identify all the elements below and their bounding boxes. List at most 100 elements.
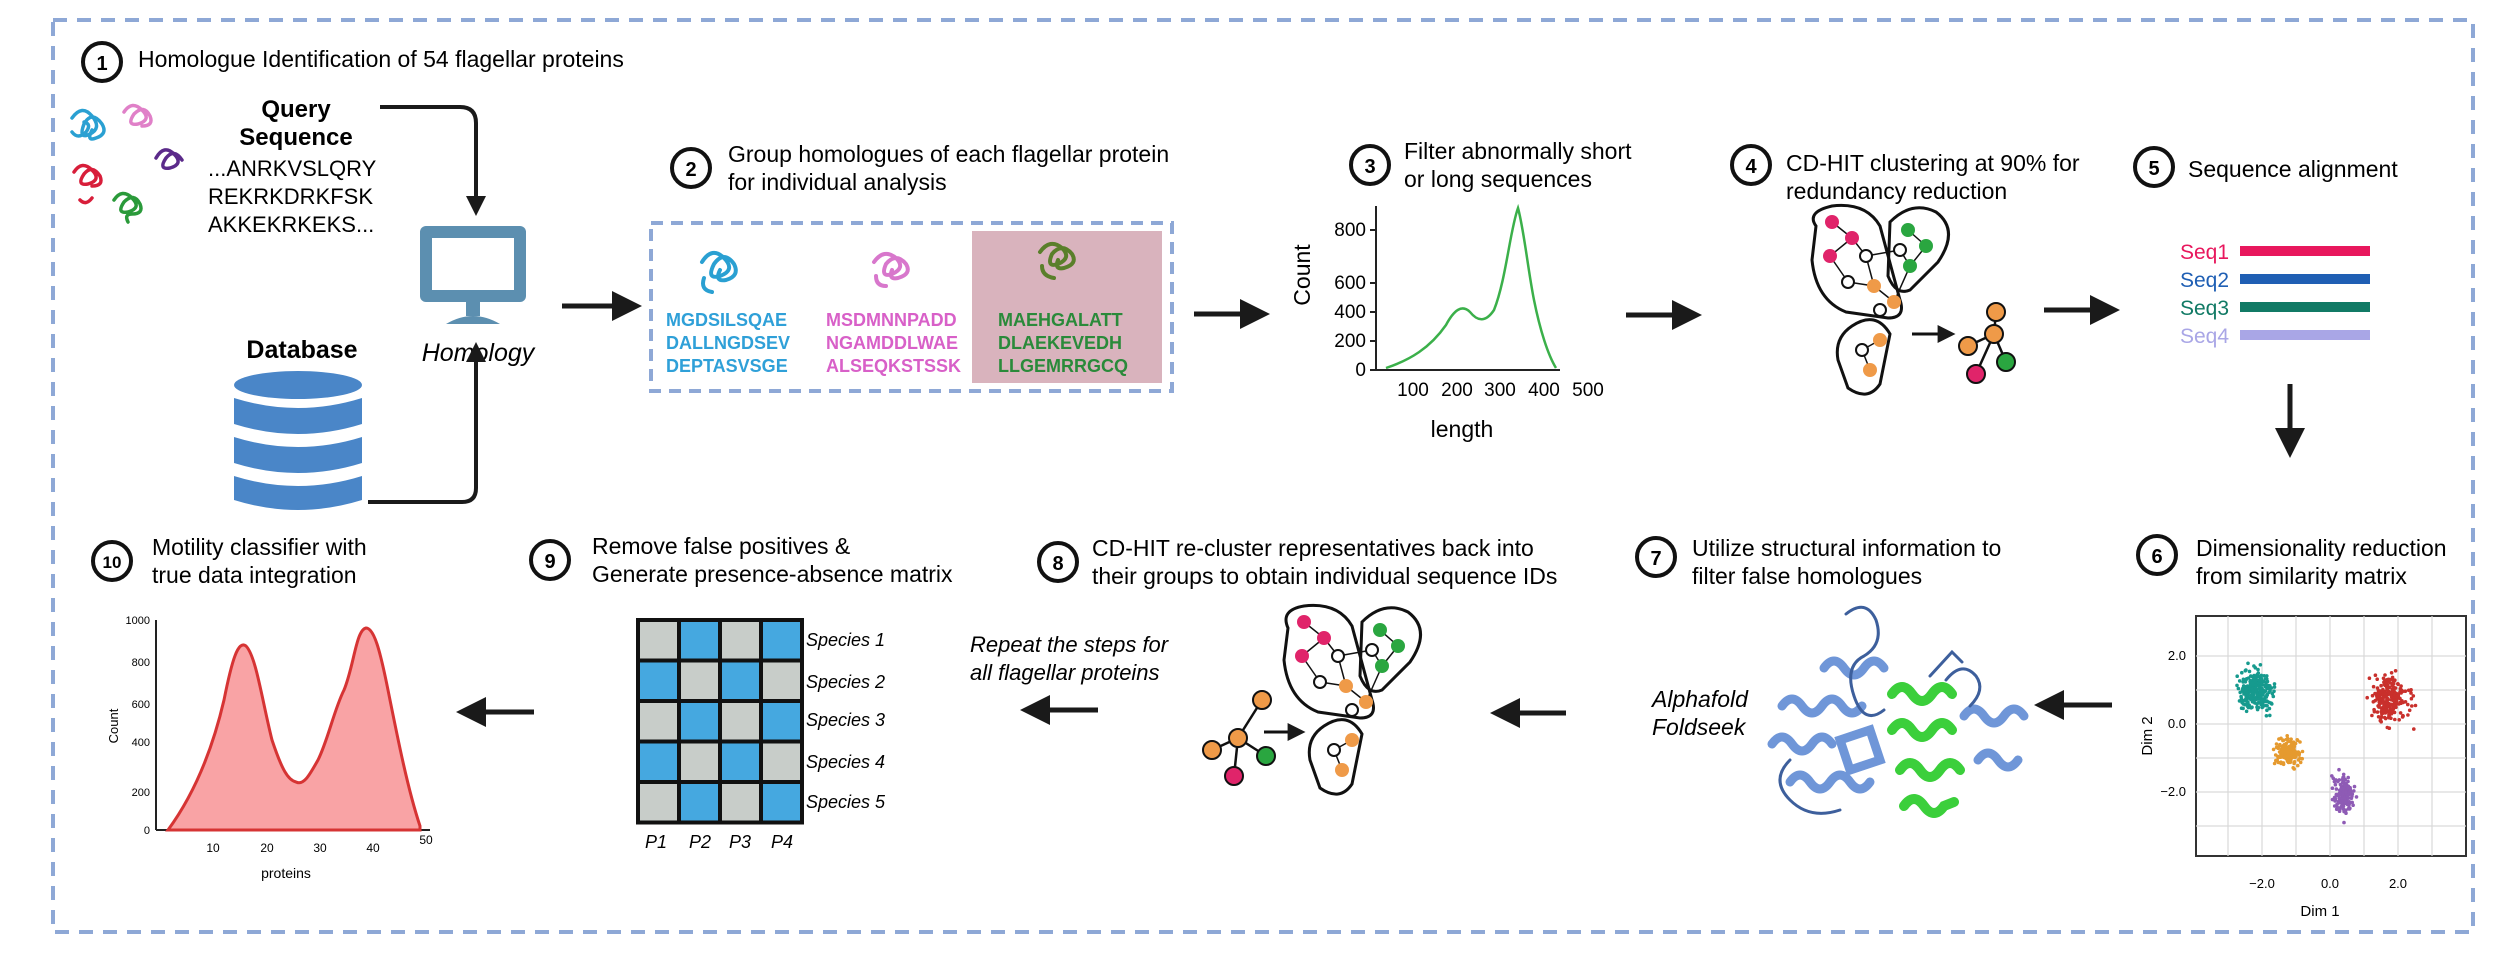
- step-number-badge: [670, 147, 712, 189]
- scatter-point: [2333, 782, 2338, 787]
- group-sequence-line: NGAMDDLWAE: [826, 333, 958, 353]
- scatter-point: [2342, 796, 2347, 800]
- scatter-point: [2398, 711, 2403, 715]
- x-tick-label: 300: [1484, 380, 1516, 401]
- scatter-point: [2371, 700, 2376, 704]
- scatter-point: [2388, 710, 2393, 715]
- scatter-point: [2246, 661, 2250, 666]
- scatter-point: [2257, 697, 2261, 701]
- step-title: Sequence alignment: [2188, 156, 2398, 182]
- scatter-point: [2264, 714, 2269, 718]
- x-tick-label: 400: [1528, 380, 1560, 401]
- step-number: 1: [96, 53, 107, 75]
- y-ticks: [1370, 229, 1376, 371]
- scatter-point: [2406, 702, 2410, 707]
- step-number: 10: [103, 553, 122, 572]
- scatter-points: [2235, 661, 2418, 825]
- protein-squiggle-icon: [700, 241, 1076, 294]
- scatter-point: [2390, 687, 2394, 691]
- scatter-point: [2255, 702, 2259, 706]
- scatter-point: [2347, 803, 2351, 807]
- matrix-cell-absent: [718, 618, 763, 663]
- y-tick-label: 400: [132, 737, 150, 749]
- group-sequence-line: MGDSILSQAE: [666, 310, 787, 330]
- scatter-point: [2268, 713, 2272, 718]
- scatter-point: [2365, 695, 2369, 700]
- scatter-point: [2347, 800, 2352, 804]
- scatter-point: [2297, 753, 2301, 757]
- scatter-point: [2343, 799, 2348, 803]
- matrix-row-labels: Species 1 Species 2 Species 3 Species 4 …: [806, 630, 886, 812]
- matrix-row-label: Species 5: [806, 792, 886, 812]
- motility-histogram: 0 200 400 600 800 1000 10 20 30 40 50 pr…: [106, 615, 433, 881]
- scatter-point: [2258, 678, 2263, 683]
- scatter-point: [2291, 766, 2295, 770]
- matrix-row-label: Species 1: [806, 630, 885, 650]
- step-title: Homologue Identification of 54 flagellar…: [138, 46, 624, 72]
- step-number: 3: [1364, 156, 1375, 178]
- scatter-point: [2280, 751, 2284, 756]
- scatter-point: [2272, 761, 2277, 766]
- step-number-badge: [2136, 534, 2178, 576]
- scatter-point: [2381, 676, 2386, 681]
- scatter-point: [2273, 753, 2278, 757]
- dimensionality-scatter: 2.0 0.0 −2.0 −2.0 0.0 2.0 Dim 1 Dim 2: [2139, 615, 2467, 920]
- scatter-point: [2337, 801, 2341, 805]
- scatter-point: [2296, 758, 2301, 762]
- scatter-point: [2385, 683, 2390, 687]
- step-title: Motility classifier with: [152, 534, 367, 560]
- step-10: 10 Motility classifier with true data in…: [91, 534, 433, 881]
- scatter-point: [2236, 686, 2241, 691]
- scatter-point: [2377, 690, 2382, 695]
- y-tick-label: 200: [132, 787, 150, 799]
- scatter-point: [2375, 686, 2380, 690]
- scatter-point: [2339, 804, 2343, 809]
- step-title: Generate presence-absence matrix: [592, 561, 953, 587]
- scatter-point: [2343, 783, 2347, 788]
- x-tick-label: 40: [366, 841, 380, 855]
- step-number: 9: [544, 551, 555, 573]
- scatter-point: [2376, 704, 2380, 708]
- step-7: 7 Utilize structural information to filt…: [1635, 535, 2029, 818]
- group-frame: [649, 221, 1174, 393]
- scatter-point: [2252, 664, 2256, 668]
- sequence-group-1: MGDSILSQAE DALLNGDSEV DEPTASVSGE: [666, 310, 790, 376]
- scatter-point: [2238, 690, 2242, 695]
- scatter-point: [2348, 789, 2353, 794]
- scatter-point: [2372, 709, 2377, 714]
- scatter-point: [2262, 689, 2266, 693]
- scatter-point: [2277, 744, 2282, 748]
- y-tick-labels: 0 200 400 600 800: [1334, 220, 1366, 381]
- scatter-point: [2235, 674, 2239, 678]
- matrix-col-label: P3: [729, 832, 751, 852]
- step-number: 7: [1650, 548, 1661, 570]
- scatter-point: [2333, 796, 2338, 801]
- matrix-cell-present: [636, 739, 681, 784]
- scatter-point: [2246, 704, 2250, 709]
- scatter-point: [2393, 717, 2397, 722]
- seq-bar: [2240, 330, 2370, 340]
- scatter-point: [2237, 679, 2242, 683]
- scatter-point: [2337, 767, 2341, 772]
- group-sequence-line: ALSEQKSTSSK: [826, 356, 961, 376]
- scatter-point: [2248, 678, 2253, 683]
- matrix-row-label: Species 4: [806, 752, 885, 772]
- scatter-point: [2259, 699, 2263, 704]
- scatter-point: [2271, 747, 2276, 752]
- matrix-col-label: P2: [689, 832, 711, 852]
- scatter-point: [2391, 682, 2396, 686]
- scatter-point: [2379, 683, 2383, 688]
- scatter-point: [2393, 669, 2398, 673]
- y-tick-label: 0: [144, 825, 150, 837]
- step-number: 5: [2148, 158, 2159, 180]
- scatter-point: [2240, 670, 2244, 675]
- scatter-point: [2383, 691, 2387, 696]
- x-tick-labels: 100 200 300 400 500: [1397, 380, 1604, 401]
- scatter-point: [2334, 787, 2339, 791]
- scatter-point: [2288, 744, 2292, 749]
- step-title: Utilize structural information to: [1692, 535, 2001, 561]
- x-tick-label: −2.0: [2249, 876, 2275, 891]
- step-title: CD-HIT clustering at 90% for: [1786, 150, 2080, 176]
- y-axis-label: Dim 2: [2139, 716, 2156, 755]
- step-9: 9 Remove false positives & Generate pres…: [529, 533, 953, 852]
